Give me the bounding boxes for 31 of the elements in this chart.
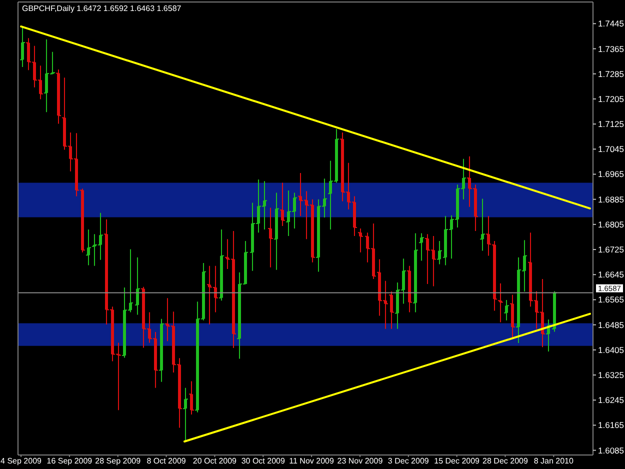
x-tick-label: 28 Sep 2009 — [95, 456, 142, 466]
x-tick-label: 8 Jan 2010 — [534, 456, 574, 466]
y-tick-label: 1.7125 — [598, 119, 624, 130]
y-tick-label: 1.6325 — [598, 370, 624, 380]
y-tick-label: 1.6245 — [598, 395, 624, 406]
y-tick-label: 1.6485 — [598, 320, 624, 330]
x-tick-label: 16 Sep 2009 — [46, 456, 93, 466]
y-tick-label: 1.6725 — [598, 244, 624, 255]
x-tick-label: 30 Oct 2009 — [241, 456, 286, 466]
y-tick-label: 1.6965 — [598, 169, 624, 180]
x-tick-label: 23 Nov 2009 — [337, 456, 384, 466]
y-tick-label: 1.6805 — [598, 219, 624, 230]
x-tick-label: 20 Oct 2009 — [192, 456, 238, 466]
y-tick-label: 1.7365 — [598, 44, 624, 54]
y-tick-label: 1.7445 — [598, 18, 624, 29]
x-tick-label: 11 Nov 2009 — [289, 456, 334, 466]
x-tick-label: 8 Oct 2009 — [146, 456, 186, 466]
y-tick-label: 1.6165 — [598, 420, 624, 430]
y-tick-label: 1.6085 — [598, 445, 624, 456]
y-tick-label: 1.7285 — [598, 68, 624, 79]
x-tick-label: 28 Dec 2009 — [482, 456, 528, 466]
x-tick-label: 15 Dec 2009 — [434, 456, 480, 466]
y-tick-label: 1.7045 — [598, 144, 624, 154]
chart-title: GBPCHF,Daily 1.6472 1.6592 1.6463 1.6587 — [22, 4, 182, 14]
y-tick-label: 1.7205 — [598, 94, 624, 104]
x-tick-label: 3 Dec 2009 — [388, 456, 430, 466]
y-tick-label: 1.6405 — [598, 344, 624, 355]
y-tick-label: 1.6645 — [598, 270, 624, 280]
y-tick-label: 1.6885 — [598, 194, 624, 204]
y-tick-label: 1.6565 — [598, 294, 624, 305]
x-tick-label: 4 Sep 2009 — [0, 456, 42, 466]
